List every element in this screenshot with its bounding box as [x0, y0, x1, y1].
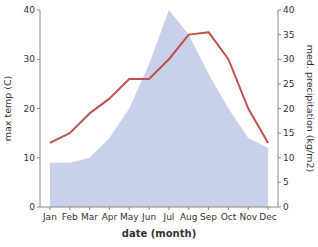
x-tick-label: Nov [239, 212, 257, 222]
x-tick-label: Mar [81, 212, 98, 222]
y-tick [37, 207, 40, 208]
y2-tick [278, 108, 281, 109]
x-tick [129, 207, 130, 210]
x-tick [268, 207, 269, 210]
y-tick-label: 0 [29, 202, 35, 212]
y2-tick-label: 15 [283, 128, 294, 138]
y-tick-label: 40 [24, 5, 36, 15]
x-tick-label: Feb [62, 212, 78, 222]
chart: 0 10 20 30 40 0 5 10 15 20 25 30 35 40 Jan FebMar AprMay… [0, 0, 318, 247]
y-tick-label: 10 [24, 153, 36, 163]
x-tick [49, 207, 50, 210]
x-tick [188, 207, 189, 210]
x-tick [69, 207, 70, 210]
y-tick [37, 157, 40, 158]
y2-tick-label: 0 [283, 202, 289, 212]
y2-tick [278, 10, 281, 11]
y-tick [37, 59, 40, 60]
y2-tick-label: 30 [283, 54, 295, 64]
y2-tick-label: 20 [283, 104, 295, 114]
y-tick [37, 108, 40, 109]
x-tick [149, 207, 150, 210]
plot-data [50, 10, 268, 207]
y2-tick [278, 59, 281, 60]
x-tick [208, 207, 209, 210]
y2-tick-label: 40 [283, 5, 295, 15]
y-tick-label: 20 [24, 104, 36, 114]
y2-tick [278, 182, 281, 183]
x-tick [228, 207, 229, 210]
x-tick [248, 207, 249, 210]
x-tick-label: Sep [200, 212, 217, 222]
y2-tick-label: 10 [283, 153, 295, 163]
x-tick-label: Jun [141, 212, 156, 222]
x-tick-label: Oct [221, 212, 237, 222]
x-tick [89, 207, 90, 210]
x-axis-line [40, 207, 278, 208]
x-tick-label: Jul [162, 212, 174, 222]
y2-axis-label: med. precipitation (kg/m2) [305, 45, 316, 172]
y-tick [37, 10, 40, 11]
y2-tick [278, 157, 281, 158]
y2-tick-label: 35 [283, 30, 294, 40]
y2-tick-label: 5 [283, 177, 289, 187]
y2-tick-label: 25 [283, 79, 294, 89]
x-tick [168, 207, 169, 210]
x-axis-label: date (month) [122, 228, 196, 239]
y2-tick [278, 207, 281, 208]
temp-line [50, 32, 268, 143]
y2-tick [278, 34, 281, 35]
y2-tick [278, 133, 281, 134]
x-tick-label: Apr [102, 212, 118, 222]
x-tick-label: Jan [42, 212, 57, 222]
precip-area [50, 10, 268, 207]
x-tick-label: Aug [180, 212, 198, 222]
y-axis-label: max temp (C) [2, 76, 13, 142]
x-tick-label: May [120, 212, 139, 222]
x-tick [109, 207, 110, 210]
y2-tick [278, 83, 281, 84]
y-tick-label: 30 [24, 54, 36, 64]
x-tick-label: Dec [259, 212, 276, 222]
